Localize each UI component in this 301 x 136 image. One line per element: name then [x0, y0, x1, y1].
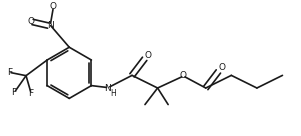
- Text: O: O: [28, 17, 35, 27]
- Text: O: O: [219, 63, 225, 72]
- Text: O: O: [180, 71, 187, 80]
- Text: F: F: [11, 88, 17, 97]
- Text: H: H: [110, 89, 116, 98]
- Text: F: F: [7, 68, 12, 77]
- Text: N: N: [47, 21, 54, 30]
- Text: F: F: [28, 89, 33, 98]
- Text: O: O: [49, 2, 57, 11]
- Text: O: O: [145, 51, 152, 60]
- Text: N: N: [104, 84, 111, 92]
